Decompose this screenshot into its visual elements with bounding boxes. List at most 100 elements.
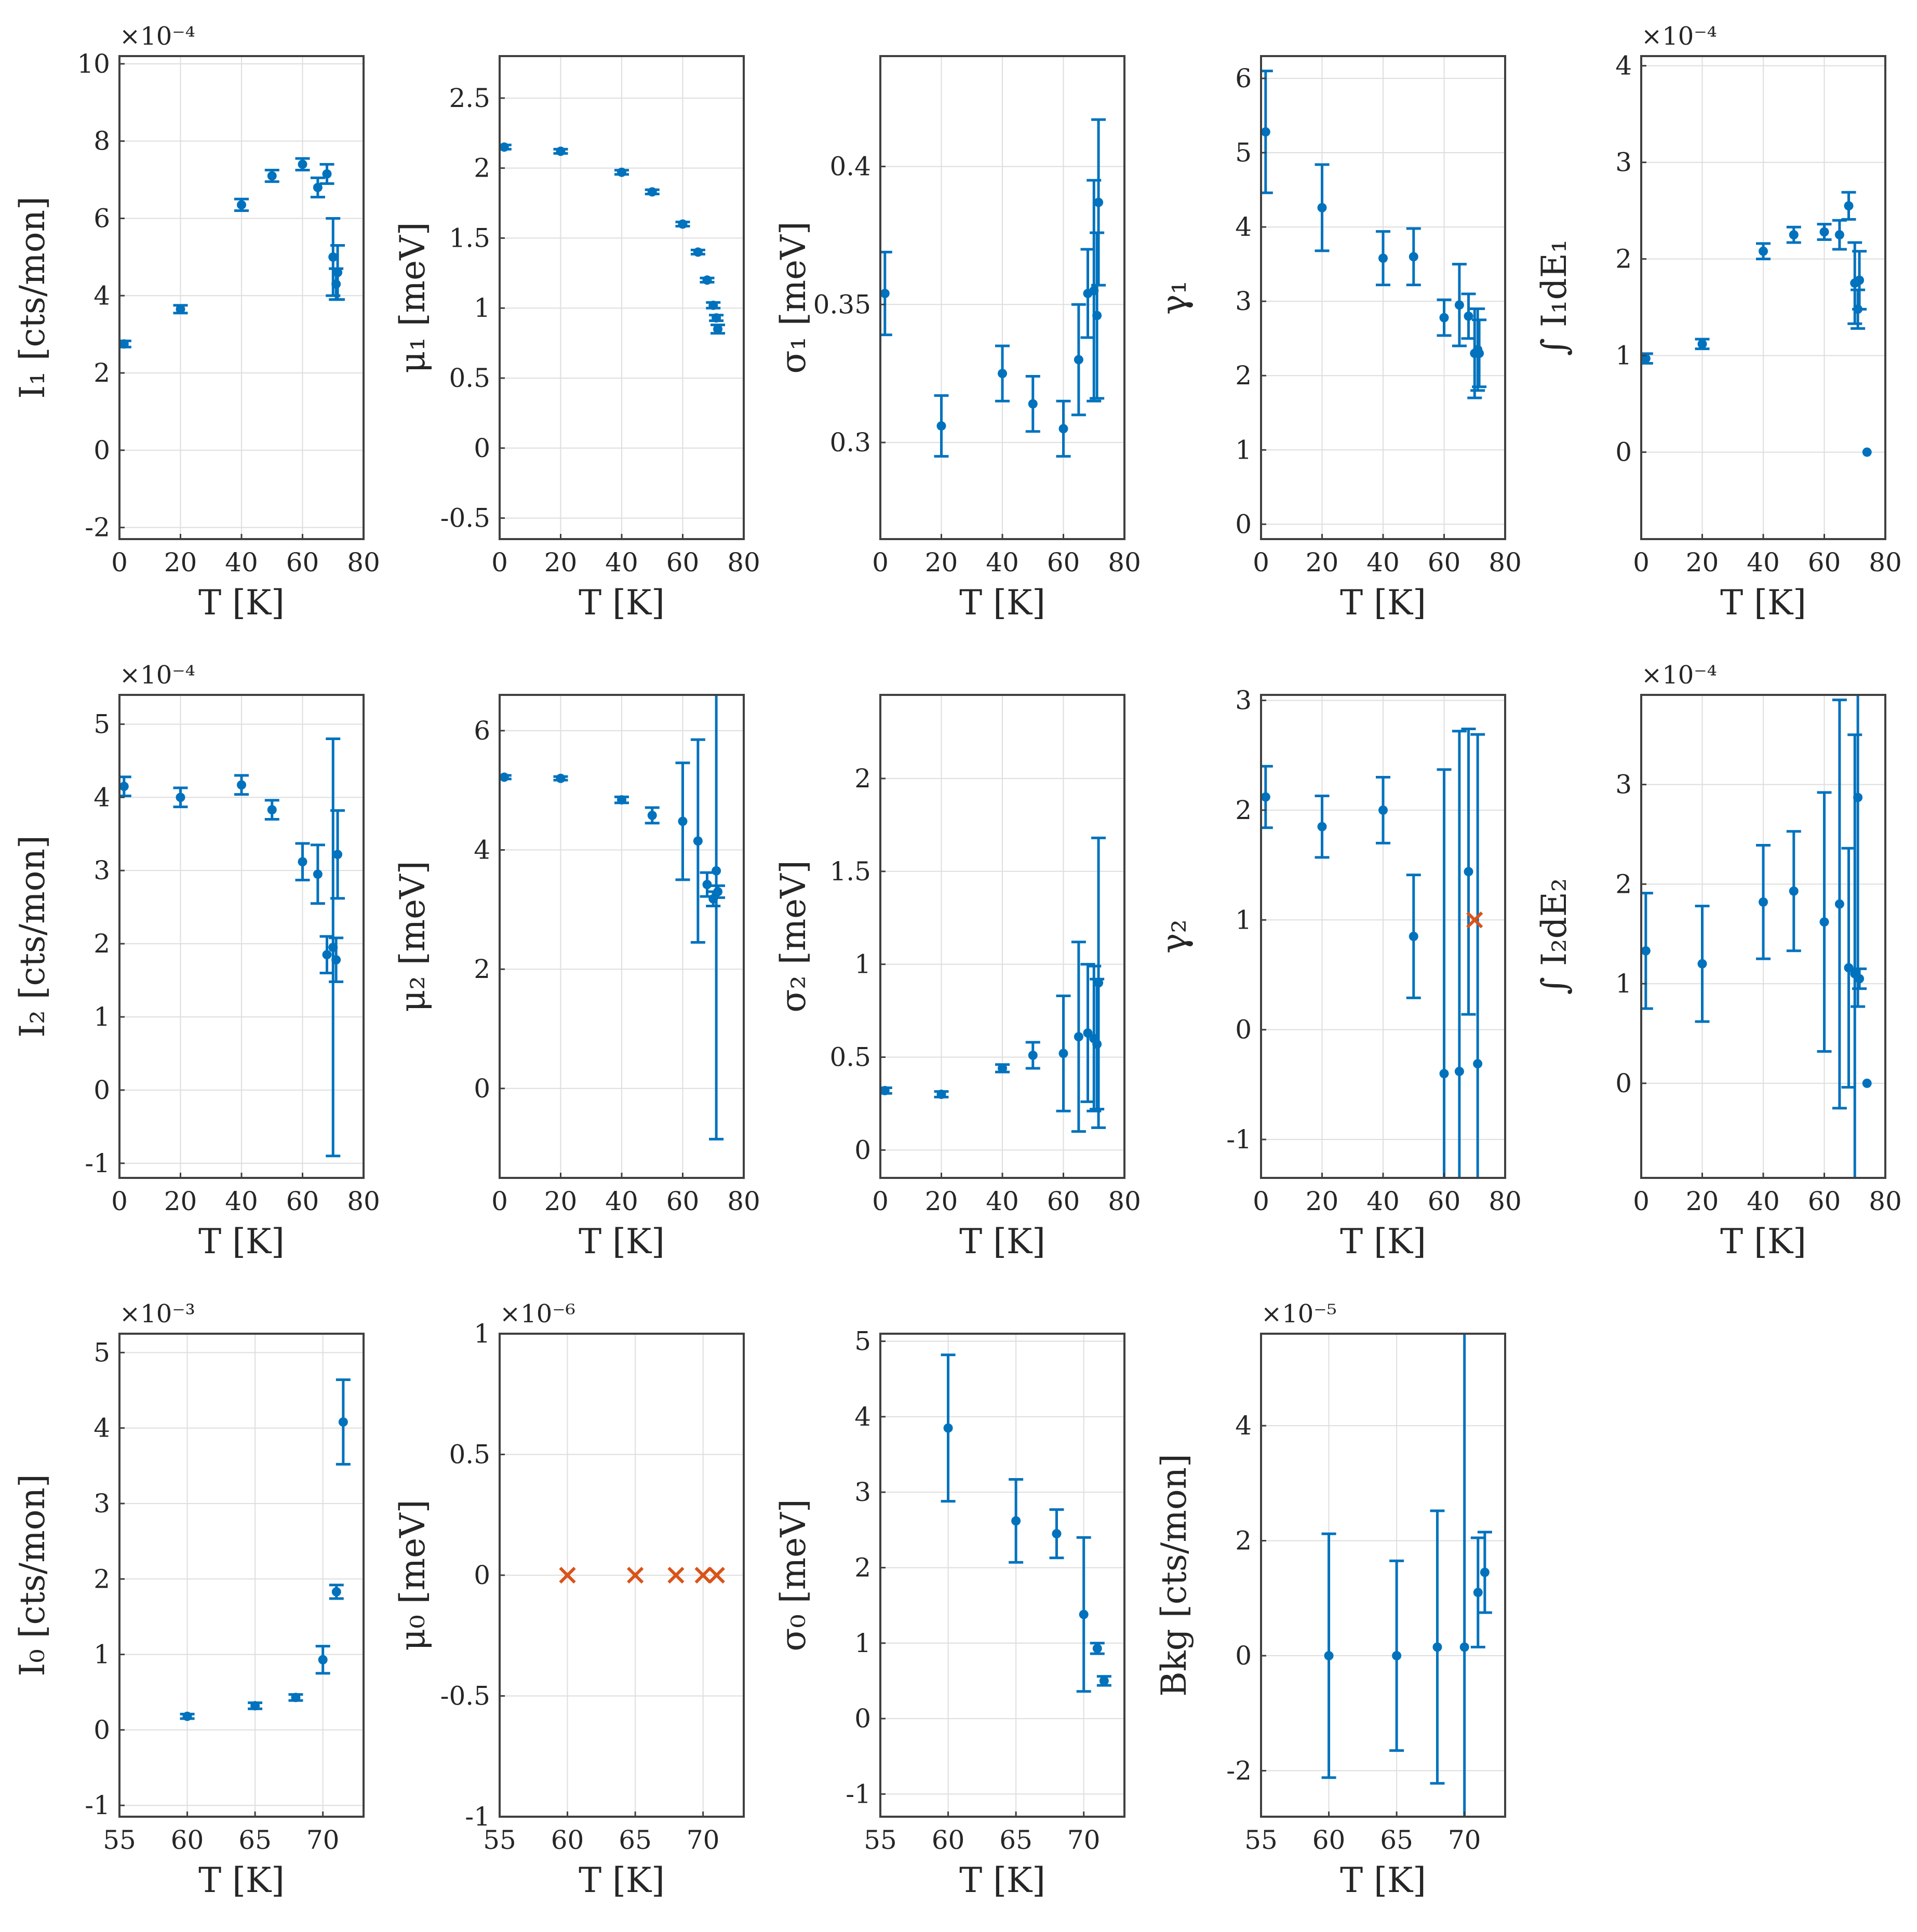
data-point	[1470, 733, 1485, 1178]
data-point	[288, 1693, 303, 1702]
fixed-point-marker	[667, 1566, 685, 1584]
data-point	[934, 394, 949, 458]
y-tick-label: 5	[1235, 138, 1252, 168]
y-tick-label: 1	[1235, 435, 1252, 465]
axis-exponent: ×10⁻⁴	[1641, 22, 1717, 51]
data-marker	[1862, 447, 1872, 457]
y-tick-label: 0	[854, 1135, 871, 1165]
data-point	[1786, 830, 1801, 952]
data-marker	[331, 1587, 341, 1596]
subplot-8: 0 20 40 60 80 0 0.5 1 1.5 2 T [K] σ₂ [meV]	[773, 694, 1141, 1262]
x-tick-label: 20	[164, 1186, 197, 1216]
y-tick-label: 2.5	[449, 83, 490, 113]
data-point	[330, 244, 345, 301]
x-tick-label: 60	[171, 1825, 204, 1855]
data-marker	[1392, 1651, 1402, 1660]
data-marker	[338, 1417, 348, 1427]
y-axis-label: σ₂ [meV]	[773, 860, 813, 1012]
cross-stroke	[559, 1566, 576, 1584]
y-tick-label: 1	[854, 1628, 871, 1658]
x-tick-label: 20	[1306, 547, 1339, 578]
data-marker	[1697, 339, 1707, 349]
data-marker	[119, 339, 129, 349]
axis-exponent: ×10⁻³	[119, 1299, 195, 1329]
x-tick-label: 55	[483, 1825, 516, 1855]
y-tick-label: 1	[1615, 969, 1632, 999]
data-point	[700, 275, 715, 285]
data-marker	[119, 782, 129, 791]
data-point	[1461, 728, 1476, 1016]
data-point	[1090, 1642, 1105, 1655]
axes-box	[1260, 1333, 1506, 1818]
x-tick-label: 0	[491, 547, 508, 578]
data-point	[1695, 905, 1710, 1023]
data-point	[1071, 941, 1086, 1133]
x-axis-label: T [K]	[579, 583, 665, 623]
y-tick-label: 2	[854, 763, 871, 794]
y-axis-label: μ₁ [meV]	[393, 222, 433, 373]
x-tick-label: 20	[164, 547, 197, 578]
y-tick-label: 1.5	[449, 223, 490, 253]
x-tick-label: 40	[1366, 547, 1400, 578]
data-marker	[880, 289, 890, 299]
x-tick-label: 80	[1489, 1186, 1522, 1216]
data-point	[711, 324, 726, 335]
data-point	[1786, 225, 1801, 244]
y-axis-label: μ₀ [meV]	[393, 1499, 433, 1651]
x-tick-label: 60	[666, 547, 700, 578]
y-tick-label: 5	[93, 1337, 110, 1367]
x-tick-label: 60	[1428, 547, 1461, 578]
y-tick-label: 3	[1235, 286, 1252, 316]
data-point	[173, 304, 188, 315]
data-marker	[1473, 1588, 1483, 1598]
y-tick-label: 2	[1235, 795, 1252, 825]
data-marker	[500, 142, 509, 152]
data-marker	[1432, 1642, 1442, 1652]
data-marker	[1092, 311, 1102, 320]
data-layer	[119, 737, 345, 1158]
data-point	[1852, 967, 1867, 990]
data-marker	[712, 866, 721, 876]
data-marker	[1052, 1529, 1062, 1539]
data-marker	[712, 313, 721, 323]
data-point	[1090, 231, 1105, 400]
x-tick-label: 60	[286, 1186, 319, 1216]
data-layer	[119, 157, 345, 349]
data-point	[880, 1085, 892, 1095]
y-tick-label: 6	[93, 203, 110, 233]
data-marker	[1454, 1066, 1464, 1076]
data-point	[614, 167, 629, 177]
x-tick-label: 80	[347, 1186, 380, 1216]
y-tick-label: 1.5	[829, 856, 871, 887]
axis-exponent: ×10⁻⁴	[119, 661, 195, 690]
data-point	[941, 1353, 956, 1503]
x-tick-label: 60	[1312, 1825, 1346, 1855]
y-tick-label: 0.5	[449, 1440, 490, 1470]
data-point	[1756, 242, 1771, 261]
data-point	[995, 344, 1010, 403]
data-marker	[318, 1655, 328, 1665]
data-point	[1090, 977, 1105, 1111]
subplot-3: 0 20 40 60 80 0.3 0.35 0.4 T [K] σ₁ [meV]	[773, 55, 1141, 623]
x-tick-label: 20	[544, 547, 578, 578]
data-point	[1851, 695, 1866, 1008]
fixed-point-marker	[694, 1566, 712, 1584]
data-point	[330, 809, 345, 900]
y-tick-label: 2	[854, 1552, 871, 1582]
y-tick-label: 3	[93, 855, 110, 886]
data-marker	[693, 247, 703, 257]
data-point	[234, 197, 249, 212]
data-point	[1261, 764, 1273, 829]
data-marker	[1083, 1028, 1093, 1038]
data-point	[1862, 1078, 1872, 1088]
data-point	[675, 219, 690, 229]
axis-exponent: ×10⁻⁶	[500, 1299, 575, 1329]
data-point	[1862, 447, 1872, 457]
data-point	[1315, 163, 1330, 252]
data-layer	[559, 1566, 725, 1584]
x-axis-label: T [K]	[579, 1222, 665, 1262]
data-marker	[702, 880, 712, 890]
y-tick-label: -1	[85, 1148, 110, 1178]
y-tick-label: 2	[93, 358, 110, 388]
